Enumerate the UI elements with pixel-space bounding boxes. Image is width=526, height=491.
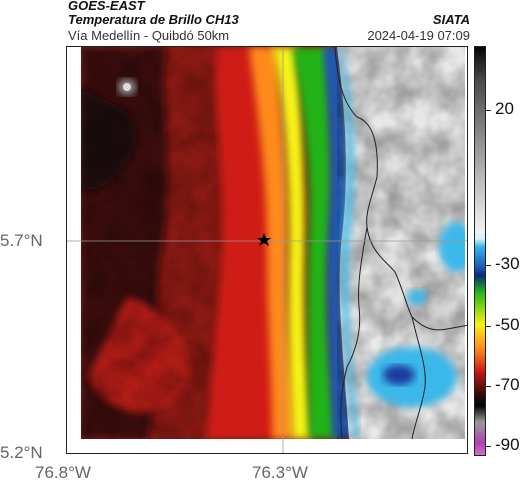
colorbar-tick: [486, 110, 491, 111]
brightness-temperature-image: [67, 47, 467, 453]
colorbar-label: -70: [495, 375, 520, 394]
region-subtitle: Vía Medellín - Quibdó 50km: [68, 28, 230, 43]
latitude-label-top: 5.7°N: [0, 231, 43, 250]
colorbar-tick: [486, 326, 491, 327]
temperature-field: [67, 47, 467, 453]
temperature-colorbar: [474, 46, 486, 456]
colorbar-label: 20: [495, 99, 514, 118]
colorbar-label: -50: [495, 315, 520, 334]
longitude-label-left: 76.8°W: [35, 463, 91, 482]
latitude-label-bottom: 5.2°N: [0, 443, 43, 462]
coastline-boundaries: [334, 47, 467, 440]
longitude-label-right: 76.3°W: [252, 463, 308, 482]
organization-label: SIATA: [432, 12, 470, 27]
colorbar-tick: [486, 386, 491, 387]
satellite-map[interactable]: [66, 46, 468, 454]
colorbar-tick: [486, 265, 491, 266]
colorbar-label: -30: [495, 254, 520, 273]
location-star-marker[interactable]: [257, 233, 271, 246]
colorbar-tick: [486, 446, 491, 447]
timestamp-label: 2024-04-19 07:09: [367, 28, 470, 43]
satellite-name: GOES-EAST: [68, 0, 145, 13]
product-title: Temperatura de Brillo CH13: [68, 12, 239, 27]
graticule: [67, 47, 467, 453]
colorbar-label: -90: [495, 435, 520, 454]
